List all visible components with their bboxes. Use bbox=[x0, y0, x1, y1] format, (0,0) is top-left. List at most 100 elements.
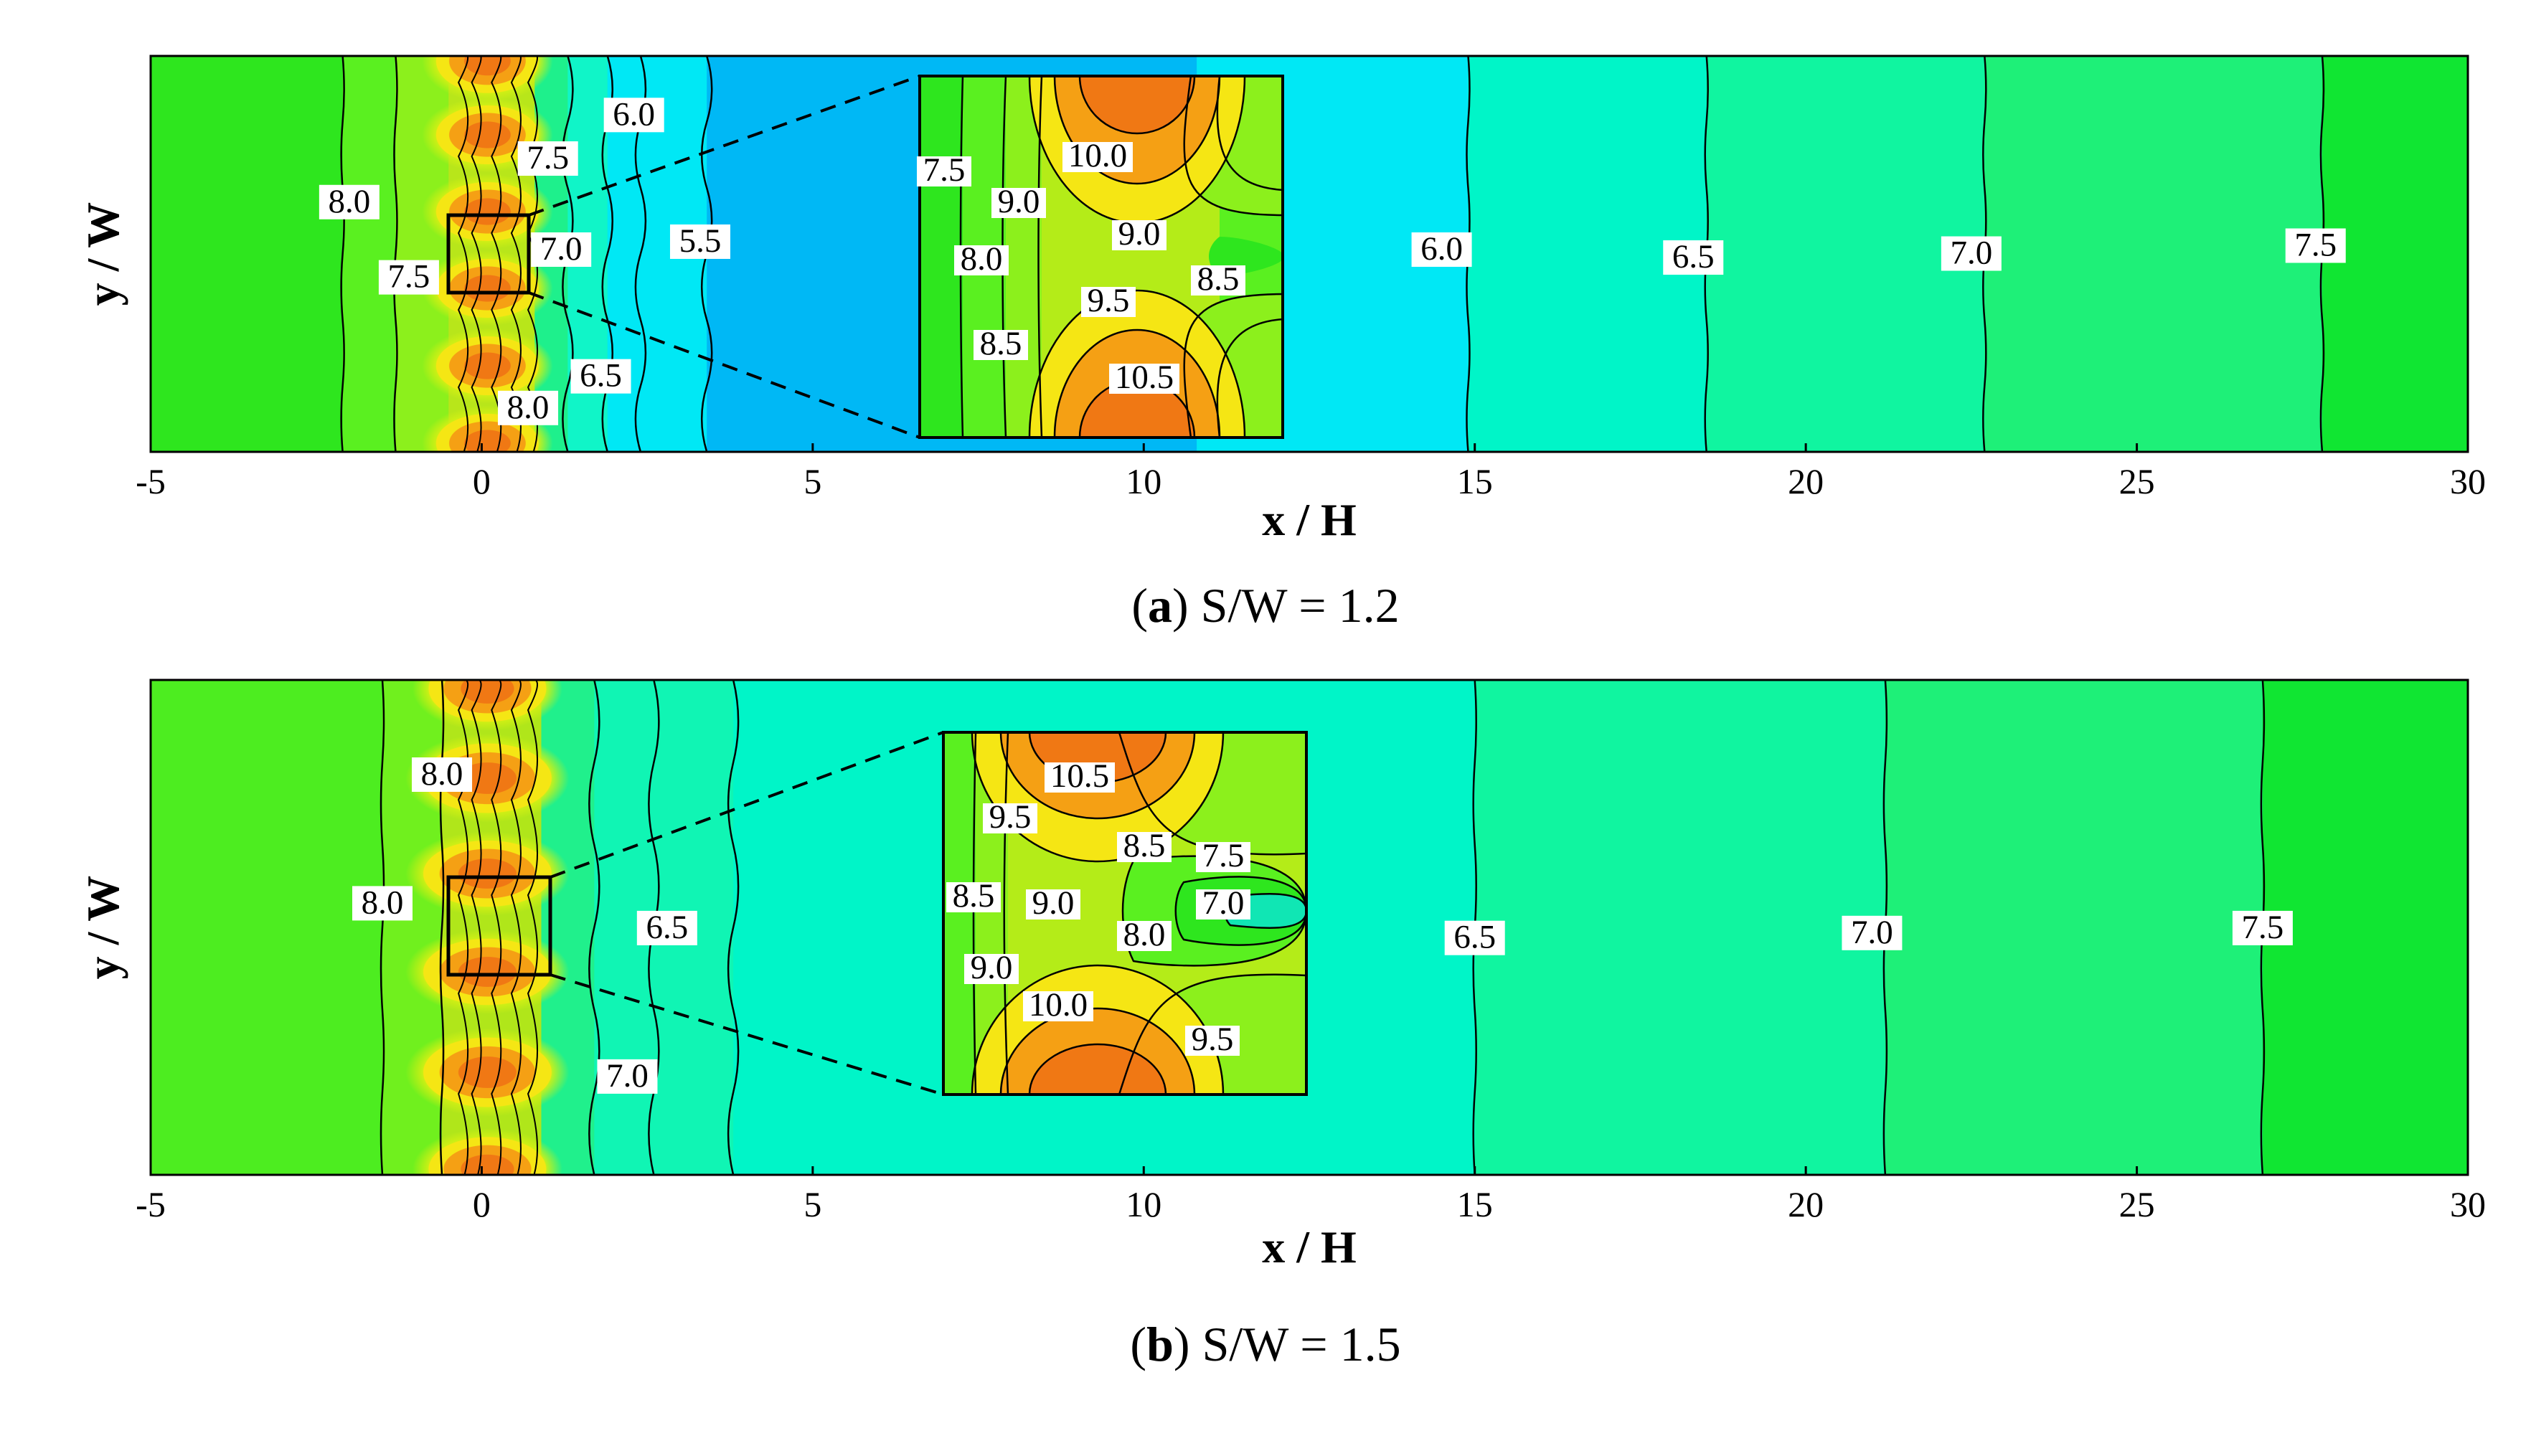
panel-a-inset-label-6: 9.5 bbox=[1081, 282, 1136, 319]
panel-b-tick-label-7: 30 bbox=[2450, 1184, 2486, 1224]
panel-a-slot-contour-1 bbox=[471, 56, 482, 452]
panel-a-contour-line-0 bbox=[340, 56, 345, 452]
panel-a-contour-label-6: 6.5 bbox=[570, 357, 631, 394]
panel-a-contour-label-9: 6.5 bbox=[1663, 238, 1724, 275]
panel-b-slot-contour-1 bbox=[471, 680, 482, 1175]
svg-text:7.5: 7.5 bbox=[923, 151, 966, 189]
panel-a-x-ticks: -5 0 5 10 15 20 25 30 bbox=[136, 443, 2486, 501]
panel-b-contour-labels: 8.0 8.0 6.5 7.0 6.5 7.0 7.5 bbox=[352, 755, 2293, 1095]
panel-a-zoom-connector-top bbox=[528, 75, 920, 217]
panel-b-slot-contour-4 bbox=[527, 680, 539, 1175]
panel-b-inset: 10.5 9.5 8.5 7.5 8.5 9.0 7.0 8.0 9.0 10.0 9.5 bbox=[942, 731, 1308, 1096]
panel-b-contour-line-0 bbox=[380, 680, 385, 1175]
panel-b-tick-label-3: 10 bbox=[1126, 1184, 1161, 1224]
svg-text:8.0: 8.0 bbox=[1123, 916, 1166, 953]
panel-a-inset-label-2: 9.0 bbox=[991, 183, 1046, 220]
svg-text:8.0: 8.0 bbox=[362, 884, 404, 921]
svg-text:9.0: 9.0 bbox=[998, 183, 1040, 220]
svg-text:10.5: 10.5 bbox=[1115, 359, 1174, 396]
svg-text:7.5: 7.5 bbox=[1202, 837, 1245, 874]
svg-text:8.5: 8.5 bbox=[1197, 260, 1240, 298]
panel-a-tick-label-6: 25 bbox=[2119, 461, 2155, 501]
panel-a: -5 0 5 10 15 20 25 30 8.0 7.5 7.5 6.0 7.0 5.5 6.5 8.0 6… bbox=[77, 55, 2486, 545]
panel-b-slot-contour-3 bbox=[510, 680, 522, 1175]
panel-b-contour-label-6: 7.5 bbox=[2232, 909, 2293, 946]
svg-text:9.5: 9.5 bbox=[1088, 282, 1130, 319]
panel-a-zoom-box bbox=[446, 213, 531, 295]
panel-b-hotspot-4 bbox=[405, 1028, 570, 1117]
panel-a-inset-label-1: 10.0 bbox=[1062, 137, 1133, 174]
svg-text:9.5: 9.5 bbox=[989, 798, 1032, 836]
panel-b-contour-label-2: 6.5 bbox=[636, 909, 697, 946]
panel-b: -5 0 5 10 15 20 25 30 8.0 8.0 6.5 7.0 6.5 7.0 7.5 x /… bbox=[77, 679, 2486, 1272]
panel-b-contour-label-1: 8.0 bbox=[352, 884, 413, 921]
panel-a-zoom-connector-bottom bbox=[528, 291, 920, 439]
panel-b-tick-label-5: 20 bbox=[1788, 1184, 1824, 1224]
panel-b-contour-line-4 bbox=[727, 680, 740, 1175]
svg-text:6.5: 6.5 bbox=[1672, 238, 1715, 275]
panel-b-band-7 bbox=[1885, 680, 2263, 1175]
panel-a-inset: 7.5 10.0 9.0 8.0 9.0 8.5 9.5 8.5 10.5 bbox=[917, 75, 1284, 439]
panel-b-y-axis-label: y / W bbox=[77, 876, 128, 980]
panel-b-inset-label-1: 9.5 bbox=[983, 798, 1037, 836]
panel-a-tick-label-7: 30 bbox=[2450, 461, 2486, 501]
panel-b-plot-area bbox=[151, 680, 2468, 1175]
panel-a-caption: (a) S/W = 1.2 bbox=[1131, 578, 1400, 633]
svg-text:6.5: 6.5 bbox=[1453, 919, 1496, 956]
panel-b-contour-label-5: 7.0 bbox=[1842, 914, 1903, 951]
panel-b-hotspot-3 bbox=[405, 930, 570, 1014]
panel-a-contour-label-10: 7.0 bbox=[1941, 235, 2002, 272]
svg-text:10.0: 10.0 bbox=[1029, 986, 1088, 1024]
svg-text:9.0: 9.0 bbox=[1118, 215, 1161, 252]
panel-b-inset-label-4: 8.5 bbox=[946, 877, 1001, 914]
panel-a-contour-label-3: 6.0 bbox=[603, 95, 664, 133]
panel-a-frame bbox=[149, 55, 2469, 453]
panel-b-contour-label-3: 7.0 bbox=[597, 1057, 658, 1095]
svg-text:9.0: 9.0 bbox=[971, 949, 1013, 986]
panel-b-x-axis-label: x / H bbox=[1262, 1221, 1357, 1272]
panel-a-contour-label-5: 5.5 bbox=[669, 222, 730, 260]
panel-b-caption: (b) S/W = 1.5 bbox=[1130, 1317, 1401, 1371]
panel-b-contour-label-4: 6.5 bbox=[1444, 919, 1505, 956]
panel-b-inset-label-0: 10.5 bbox=[1045, 757, 1115, 795]
panel-a-y-axis-label: y / W bbox=[77, 202, 128, 306]
panel-a-contour-label-7: 8.0 bbox=[498, 389, 559, 426]
svg-text:8.0: 8.0 bbox=[328, 183, 370, 220]
panel-b-zoom-box bbox=[446, 875, 552, 977]
svg-text:9.0: 9.0 bbox=[1032, 884, 1075, 922]
panel-a-x-axis-label: x / H bbox=[1262, 494, 1357, 545]
svg-text:6.5: 6.5 bbox=[580, 357, 622, 394]
panel-a-tick-label-3: 10 bbox=[1126, 461, 1161, 501]
panel-a-contour-labels: 8.0 7.5 7.5 6.0 7.0 5.5 6.5 8.0 6.0 6.5 7.0 7.5 bbox=[319, 95, 2346, 426]
panel-b-inset-labels: 10.5 9.5 8.5 7.5 8.5 9.0 7.0 8.0 9.0 10.0 9.5 bbox=[946, 757, 1250, 1058]
panel-b-x-ticks: -5 0 5 10 15 20 25 30 bbox=[136, 1166, 2486, 1224]
panel-b-tick-label-6: 25 bbox=[2119, 1184, 2155, 1224]
panel-b-band-8 bbox=[2262, 680, 2468, 1175]
panel-b-band-6 bbox=[1474, 680, 1886, 1175]
svg-text:7.0: 7.0 bbox=[606, 1057, 649, 1095]
svg-text:8.0: 8.0 bbox=[961, 240, 1003, 278]
panel-a-inset-label-7: 8.5 bbox=[974, 325, 1028, 362]
svg-text:7.5: 7.5 bbox=[388, 258, 430, 296]
panel-a-band-1 bbox=[342, 56, 397, 452]
panel-b-zoom-connector-top bbox=[550, 731, 944, 879]
panel-b-slot-contour-0 bbox=[458, 680, 469, 1175]
panel-b-tick-label-4: 15 bbox=[1457, 1184, 1493, 1224]
panel-b-tick-label-0: -5 bbox=[136, 1184, 166, 1224]
panel-a-inset-labels: 7.5 10.0 9.0 8.0 9.0 8.5 9.5 8.5 10.5 bbox=[917, 137, 1245, 396]
panel-b-zoom-connector-bottom bbox=[550, 973, 944, 1096]
svg-text:7.5: 7.5 bbox=[2294, 226, 2337, 263]
svg-text:8.5: 8.5 bbox=[953, 877, 995, 914]
panel-b-hotspot-0 bbox=[412, 680, 562, 731]
panel-b-frame bbox=[149, 679, 2469, 1176]
panel-b-contour-bands bbox=[151, 680, 2468, 1175]
panel-a-slot-contour-2 bbox=[491, 56, 502, 452]
svg-text:8.0: 8.0 bbox=[507, 389, 550, 426]
svg-text:10.0: 10.0 bbox=[1068, 137, 1127, 174]
panel-b-inset-label-9: 10.0 bbox=[1023, 986, 1093, 1024]
panel-a-inset-label-4: 9.0 bbox=[1112, 215, 1166, 252]
panel-b-slot-contour-2 bbox=[491, 680, 502, 1175]
panel-a-slot-contour-3 bbox=[510, 56, 522, 452]
svg-text:8.0: 8.0 bbox=[421, 755, 463, 793]
